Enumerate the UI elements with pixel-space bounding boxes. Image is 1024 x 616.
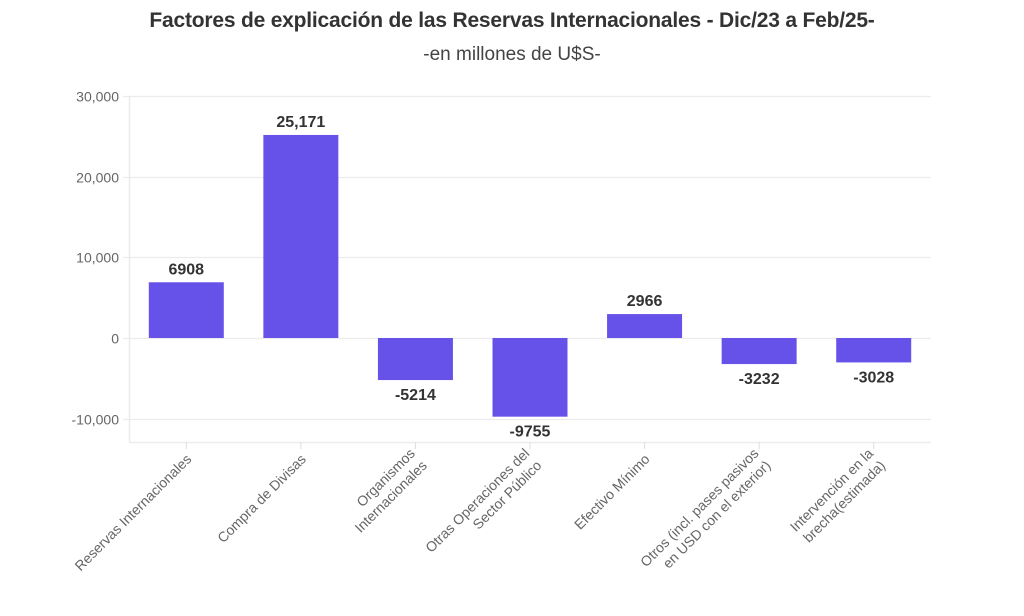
x-axis-label-line: Otros (incl. pases pasivos bbox=[637, 445, 762, 570]
x-axis-labels: Reservas Internacionales Compra de Divisa… bbox=[71, 445, 889, 582]
x-axis-label-line: en USD con el exterior) bbox=[659, 457, 773, 571]
x-axis-label-line: Compra de Divisas bbox=[214, 451, 309, 546]
data-label: -9755 bbox=[510, 424, 551, 441]
bar bbox=[607, 314, 683, 338]
x-axis-label-line: Otras Operaciones del bbox=[422, 445, 532, 555]
data-label: 25,171 bbox=[276, 114, 325, 131]
bar bbox=[836, 338, 912, 363]
bars bbox=[148, 134, 912, 417]
x-axis-label-line: Reservas Internacionales bbox=[71, 451, 194, 574]
x-axis-label: Otras Operaciones delSector Público bbox=[422, 445, 545, 568]
chart-subtitle: -en millones de U$S- bbox=[423, 44, 601, 65]
y-axis-ticks: 30,000 20,000 10,000 0 -10,000 bbox=[72, 89, 120, 428]
data-label: -5214 bbox=[395, 387, 436, 404]
bar bbox=[377, 338, 453, 381]
x-axis-label: Reservas Internacionales bbox=[71, 451, 194, 574]
axes bbox=[128, 96, 931, 449]
x-axis-label-line: Efectivo Mínimo bbox=[571, 451, 653, 533]
chart-title: Factores de explicación de las Reservas … bbox=[149, 9, 875, 32]
x-axis-label: Efectivo Mínimo bbox=[571, 451, 653, 533]
data-labels: 6908 25,171 -5214 -9755 2966 -3232 -3028 bbox=[168, 114, 894, 441]
y-tick-label: -10,000 bbox=[72, 412, 120, 428]
bar bbox=[148, 282, 224, 338]
y-tick-label: 30,000 bbox=[76, 89, 119, 105]
y-tick-label: 20,000 bbox=[76, 170, 119, 186]
data-label: -3028 bbox=[853, 369, 894, 386]
data-label: 2966 bbox=[627, 293, 663, 310]
x-axis-label: Intervención en labrecha(estimada) bbox=[787, 445, 889, 547]
bar bbox=[492, 338, 568, 417]
x-axis-label: Compra de Divisas bbox=[214, 451, 309, 546]
bar bbox=[721, 338, 797, 365]
y-tick-label: 10,000 bbox=[76, 250, 119, 266]
x-axis-label: OrganismosInternacionales bbox=[339, 445, 429, 535]
data-label: -3232 bbox=[739, 371, 780, 388]
bar bbox=[263, 134, 339, 338]
gridlines bbox=[123, 95, 931, 421]
data-label: 6908 bbox=[168, 261, 204, 278]
x-axis-label: Otros (incl. pases pasivosen USD con el … bbox=[637, 445, 774, 582]
y-tick-label: 0 bbox=[111, 331, 119, 347]
